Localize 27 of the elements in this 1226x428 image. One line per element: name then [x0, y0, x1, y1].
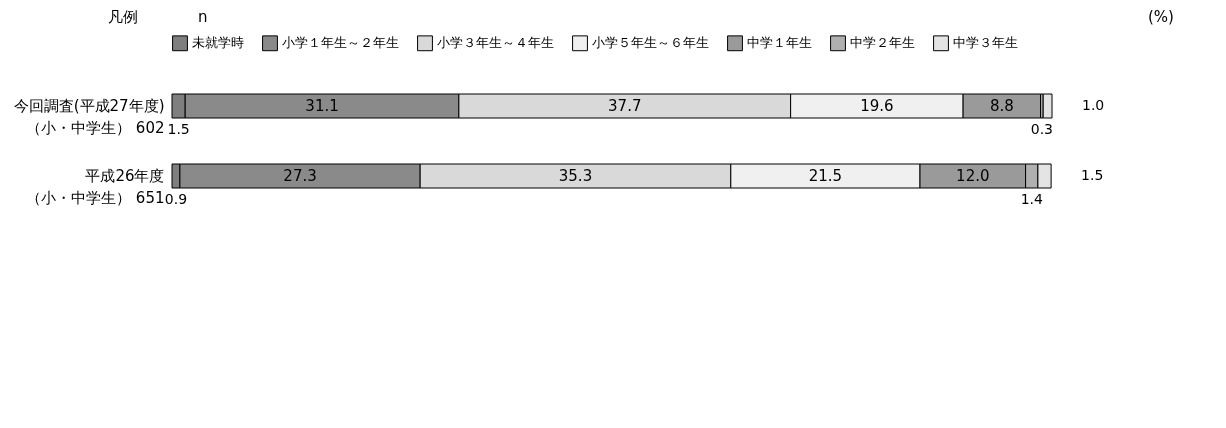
data-label: 1.4 — [1020, 191, 1043, 207]
data-label: 8.8 — [989, 97, 1014, 115]
text: (%) — [1148, 8, 1174, 26]
legend-label: 小学５年生～６年生 — [592, 35, 709, 51]
legend-label: 未就学時 — [192, 35, 244, 51]
data-label: 1.5 — [167, 121, 190, 137]
data-label: 0.3 — [1030, 121, 1054, 137]
legend-label: 中学３年生 — [953, 35, 1018, 51]
data-label: 31.1 — [305, 97, 339, 115]
data-label: 12.0 — [956, 167, 990, 185]
data-label: 21.5 — [808, 167, 843, 185]
legend-label: 中学２年生 — [850, 35, 915, 51]
legend-label: 小学１年生～２年生 — [282, 35, 399, 51]
text: 凡例 — [108, 8, 138, 27]
legend-label: 小学３年生～４年生 — [437, 35, 554, 51]
data-label: 19.6 — [860, 97, 894, 115]
data-label: 1.0 — [1082, 97, 1105, 113]
bar — [1042, 93, 1053, 119]
y-tick-label: 平成26年度（小・中学生） 651 — [26, 167, 165, 207]
data-label: 0.9 — [164, 191, 188, 207]
data-label: 1.5 — [1081, 167, 1104, 183]
data-label: 35.3 — [558, 167, 593, 185]
data-label: 37.7 — [608, 97, 642, 115]
legend-label: 中学１年生 — [747, 35, 812, 51]
text: n — [198, 8, 208, 26]
data-label: 27.3 — [283, 167, 317, 185]
y-tick-label: 今回調査(平成27年度)（小・中学生） 602 — [13, 97, 165, 137]
